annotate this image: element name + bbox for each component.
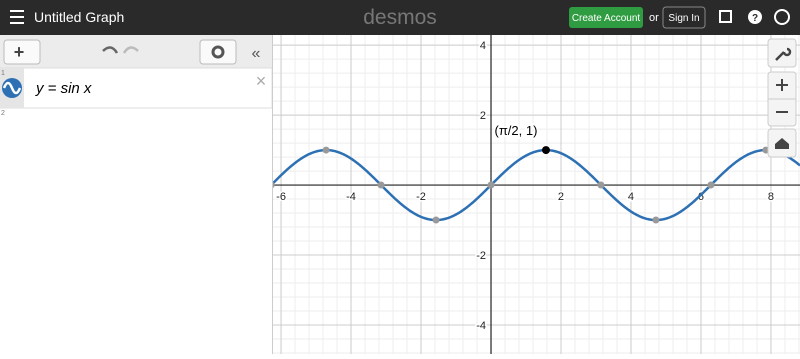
add-glyph: + bbox=[14, 42, 25, 62]
add-button[interactable] bbox=[3, 39, 41, 65]
redo-button[interactable] bbox=[122, 46, 139, 54]
settings-button[interactable] bbox=[199, 39, 237, 65]
sign-in-label[interactable]: Sign In bbox=[668, 13, 699, 24]
collapse-button[interactable]: « bbox=[252, 45, 261, 62]
undo-button[interactable] bbox=[102, 46, 119, 54]
help-icon[interactable] bbox=[748, 10, 762, 24]
point bbox=[707, 181, 715, 189]
header: Untitled Graph desmos Create Account or … bbox=[0, 0, 800, 35]
point bbox=[273, 182, 275, 189]
sign-in-button[interactable] bbox=[662, 6, 706, 29]
or-text: or bbox=[649, 12, 659, 24]
home-icon bbox=[775, 138, 789, 149]
help-glyph: ? bbox=[752, 13, 758, 24]
expression-row[interactable] bbox=[0, 67, 273, 109]
highlighted-point bbox=[541, 146, 550, 155]
header-bar: Untitled Graph desmos Create Account or … bbox=[10, 6, 790, 29]
y-tick-label: 2 bbox=[480, 110, 486, 122]
graph-background bbox=[273, 35, 800, 354]
delete-expression[interactable]: × bbox=[256, 71, 267, 91]
share-icon[interactable] bbox=[719, 10, 732, 23]
point bbox=[432, 216, 440, 224]
graph-title[interactable]: Untitled Graph bbox=[34, 9, 124, 25]
expression-index: 1 bbox=[1, 70, 5, 77]
graph-paper: -6 -4 -2 2 4 6 8 -4 -2 2 4 (π/2, 1) bbox=[273, 35, 800, 354]
point bbox=[377, 181, 385, 189]
logo: desmos bbox=[363, 6, 437, 29]
expression-list: + « 1 y = sin x × 2 bbox=[0, 35, 273, 117]
create-account-label[interactable]: Create Account bbox=[572, 13, 641, 24]
y-tick-label: 4 bbox=[480, 40, 486, 52]
y-tick-label: -2 bbox=[476, 250, 486, 262]
language-icon[interactable] bbox=[774, 9, 790, 25]
point bbox=[652, 216, 660, 224]
expression-icon-wave bbox=[2, 81, 22, 95]
x-tick-label: -6 bbox=[276, 191, 286, 203]
x-tick-label: 4 bbox=[628, 191, 634, 203]
x-tick-label: 6 bbox=[698, 191, 704, 203]
expression-panel: + « 1 y = sin x × 2 bbox=[0, 35, 273, 354]
point bbox=[322, 146, 330, 154]
settings-glyph bbox=[211, 45, 225, 59]
zoom-in-icon bbox=[776, 79, 788, 91]
y-tick-label: -4 bbox=[476, 320, 486, 332]
expression-index: 2 bbox=[1, 110, 5, 117]
point bbox=[487, 181, 495, 189]
menu-icon[interactable] bbox=[10, 10, 24, 24]
x-tick-label: 2 bbox=[558, 191, 564, 203]
create-account-button[interactable] bbox=[569, 7, 643, 28]
point bbox=[597, 181, 605, 189]
x-tick-label: -2 bbox=[416, 191, 426, 203]
point-label: (π/2, 1) bbox=[495, 123, 538, 138]
x-tick-label: -4 bbox=[346, 191, 356, 203]
wrench-icon bbox=[775, 47, 792, 61]
expression-text[interactable]: y = sin x bbox=[35, 80, 92, 97]
x-tick-label: 8 bbox=[768, 191, 774, 203]
